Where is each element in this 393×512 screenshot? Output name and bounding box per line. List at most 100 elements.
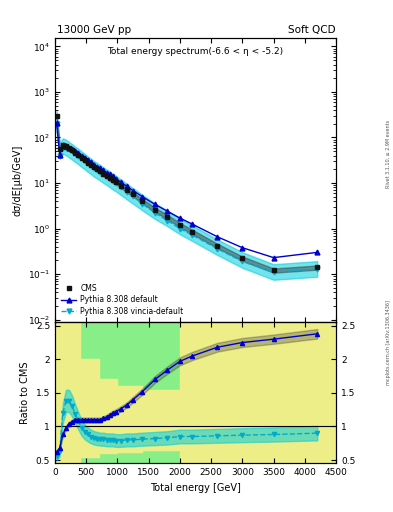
CMS [85, 160, 90, 166]
Pythia 8.308 default [178, 215, 182, 221]
Pythia 8.308 vincia-default [64, 144, 68, 151]
Pythia 8.308 default [101, 167, 106, 174]
Pythia 8.308 vincia-default [131, 193, 136, 199]
CMS [315, 264, 320, 270]
CMS [215, 243, 220, 249]
Text: mcplots.cern.ch [arXiv:1306.3436]: mcplots.cern.ch [arXiv:1306.3436] [386, 301, 391, 386]
Pythia 8.308 vincia-default [70, 148, 75, 154]
Pythia 8.308 vincia-default [85, 160, 90, 166]
Pythia 8.308 vincia-default [178, 225, 182, 231]
CMS [104, 173, 109, 179]
CMS [95, 166, 99, 173]
Pythia 8.308 vincia-default [118, 184, 123, 190]
Pythia 8.308 default [118, 179, 123, 185]
Pythia 8.308 vincia-default [82, 158, 87, 164]
Pythia 8.308 vincia-default [315, 266, 320, 272]
Pythia 8.308 vincia-default [114, 180, 118, 186]
CMS [88, 162, 93, 168]
Pythia 8.308 default [98, 165, 103, 172]
Pythia 8.308 vincia-default [104, 173, 109, 179]
Pythia 8.308 vincia-default [88, 162, 93, 168]
Pythia 8.308 default [104, 169, 109, 176]
CMS [92, 164, 96, 170]
Pythia 8.308 vincia-default [76, 153, 81, 159]
Line: Pythia 8.308 vincia-default: Pythia 8.308 vincia-default [54, 121, 320, 274]
Pythia 8.308 default [61, 143, 65, 149]
CMS [98, 168, 103, 175]
CMS [64, 143, 68, 149]
Pythia 8.308 default [57, 152, 62, 158]
CMS [114, 179, 118, 185]
CMS [79, 155, 84, 161]
Pythia 8.308 vincia-default [54, 121, 59, 127]
Pythia 8.308 default [110, 173, 115, 179]
Pythia 8.308 default [165, 208, 170, 215]
Pythia 8.308 default [152, 201, 157, 207]
Pythia 8.308 default [114, 176, 118, 182]
Text: Soft QCD: Soft QCD [288, 25, 336, 35]
CMS [131, 191, 136, 198]
Pythia 8.308 default [271, 254, 276, 261]
Y-axis label: dσ/dE[μb/GeV]: dσ/dE[μb/GeV] [12, 144, 22, 216]
Pythia 8.308 vincia-default [271, 269, 276, 275]
Pythia 8.308 vincia-default [101, 172, 106, 178]
CMS [165, 214, 170, 220]
Pythia 8.308 default [73, 148, 78, 154]
Pythia 8.308 vincia-default [92, 165, 96, 171]
Pythia 8.308 default [240, 245, 245, 251]
CMS [240, 255, 245, 262]
Pythia 8.308 vincia-default [140, 201, 145, 207]
Pythia 8.308 default [95, 163, 99, 169]
Pythia 8.308 default [215, 233, 220, 240]
Pythia 8.308 default [76, 150, 81, 156]
Pythia 8.308 vincia-default [73, 150, 78, 156]
CMS [73, 150, 78, 156]
CMS [67, 145, 72, 152]
Text: CMS_2017_I1511284: CMS_2017_I1511284 [163, 332, 228, 337]
Text: Rivet 3.1.10, ≥ 2.9M events: Rivet 3.1.10, ≥ 2.9M events [386, 119, 391, 188]
Pythia 8.308 vincia-default [152, 210, 157, 216]
CMS [57, 146, 62, 153]
CMS [54, 113, 59, 119]
Pythia 8.308 default [64, 143, 68, 149]
Line: Pythia 8.308 default: Pythia 8.308 default [54, 120, 320, 260]
Pythia 8.308 vincia-default [79, 155, 84, 161]
CMS [76, 152, 81, 158]
Pythia 8.308 default [85, 157, 90, 163]
CMS [82, 157, 87, 163]
Pythia 8.308 vincia-default [240, 259, 245, 265]
CMS [125, 187, 129, 193]
Pythia 8.308 vincia-default [190, 232, 195, 238]
CMS [101, 170, 106, 177]
Pythia 8.308 default [92, 161, 96, 167]
Pythia 8.308 default [131, 187, 136, 194]
CMS [107, 175, 112, 181]
CMS [70, 147, 75, 154]
CMS [178, 222, 182, 228]
Pythia 8.308 default [54, 120, 59, 126]
CMS [61, 141, 65, 147]
Pythia 8.308 vincia-default [57, 153, 62, 159]
CMS [271, 267, 276, 273]
Pythia 8.308 default [82, 155, 87, 161]
Pythia 8.308 default [107, 172, 112, 178]
Pythia 8.308 vincia-default [67, 146, 72, 153]
Pythia 8.308 vincia-default [215, 246, 220, 252]
Pythia 8.308 default [125, 183, 129, 189]
Pythia 8.308 default [190, 221, 195, 227]
Pythia 8.308 default [67, 144, 72, 151]
CMS [190, 229, 195, 235]
Pythia 8.308 vincia-default [98, 169, 103, 175]
Pythia 8.308 vincia-default [61, 144, 65, 151]
Pythia 8.308 vincia-default [125, 188, 129, 195]
CMS [118, 182, 123, 188]
Pythia 8.308 vincia-default [107, 176, 112, 182]
X-axis label: Total energy [GeV]: Total energy [GeV] [150, 483, 241, 493]
Pythia 8.308 default [70, 146, 75, 153]
Text: Total energy spectrum(-6.6 < η < -5.2): Total energy spectrum(-6.6 < η < -5.2) [107, 47, 284, 56]
Pythia 8.308 vincia-default [95, 167, 99, 173]
Y-axis label: Ratio to CMS: Ratio to CMS [20, 361, 30, 424]
Pythia 8.308 vincia-default [165, 218, 170, 224]
CMS [152, 206, 157, 212]
Pythia 8.308 default [79, 153, 84, 159]
